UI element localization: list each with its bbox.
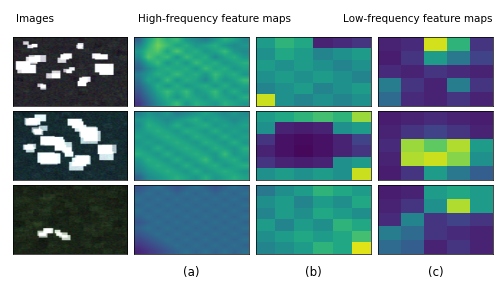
Text: Low-frequency feature maps: Low-frequency feature maps (343, 14, 492, 24)
Text: (c): (c) (428, 266, 444, 280)
Text: (b): (b) (305, 266, 322, 280)
Text: High-frequency feature maps: High-frequency feature maps (138, 14, 292, 24)
Text: Images: Images (16, 14, 54, 24)
Text: (a): (a) (184, 266, 200, 280)
